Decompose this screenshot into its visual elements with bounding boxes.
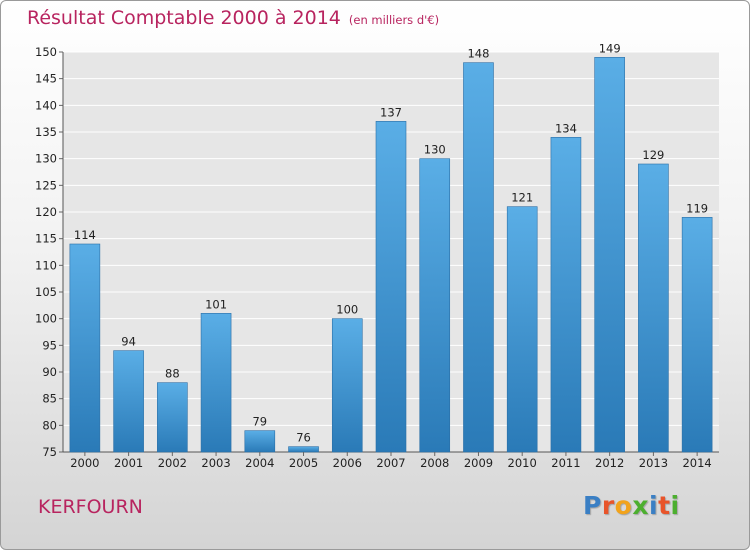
y-tick-label: 130 bbox=[35, 152, 57, 166]
bar bbox=[200, 313, 232, 453]
y-tick-label: 105 bbox=[35, 285, 57, 299]
value-label: 101 bbox=[205, 297, 227, 311]
value-label: 121 bbox=[511, 191, 533, 205]
value-label: 134 bbox=[555, 121, 577, 135]
x-tick-label: 2002 bbox=[158, 456, 187, 470]
value-label: 148 bbox=[467, 47, 489, 61]
y-tick-label: 90 bbox=[42, 365, 57, 379]
value-label: 76 bbox=[296, 431, 311, 445]
value-label: 114 bbox=[74, 228, 96, 242]
x-tick-label: 2004 bbox=[245, 456, 274, 470]
bar bbox=[419, 158, 451, 453]
y-tick-label: 115 bbox=[35, 232, 57, 246]
chart-title: Résultat Comptable 2000 à 2014 (en millie… bbox=[27, 7, 439, 29]
x-tick-label: 2003 bbox=[201, 456, 230, 470]
bar bbox=[681, 217, 713, 453]
y-tick-label: 95 bbox=[42, 338, 57, 352]
bar bbox=[550, 137, 582, 453]
y-tick-label: 80 bbox=[42, 418, 57, 432]
x-tick-label: 2013 bbox=[639, 456, 668, 470]
location-label: KERFOURN bbox=[38, 496, 143, 518]
x-tick-label: 2011 bbox=[551, 456, 580, 470]
y-tick-label: 75 bbox=[42, 445, 57, 459]
value-label: 119 bbox=[686, 201, 708, 215]
value-label: 79 bbox=[252, 415, 267, 429]
x-tick-label: 2009 bbox=[464, 456, 493, 470]
logo-letter: P bbox=[583, 491, 602, 520]
proxiti-logo: Proxiti bbox=[583, 491, 680, 520]
bar bbox=[331, 318, 363, 453]
bar bbox=[506, 206, 538, 453]
value-label: 94 bbox=[121, 335, 136, 349]
value-label: 129 bbox=[642, 148, 664, 162]
logo-letter: i bbox=[649, 491, 659, 520]
bar bbox=[113, 350, 144, 453]
bar bbox=[157, 382, 188, 453]
value-label: 137 bbox=[380, 105, 402, 119]
y-tick-label: 125 bbox=[35, 178, 57, 192]
y-tick-label: 140 bbox=[35, 98, 57, 112]
logo-letter: o bbox=[614, 491, 633, 520]
x-tick-label: 2012 bbox=[595, 456, 624, 470]
y-tick-label: 145 bbox=[35, 72, 57, 86]
logo-letter: t bbox=[658, 491, 671, 520]
chart-title-text: Résultat Comptable 2000 à 2014 bbox=[27, 7, 341, 29]
logo-letter: r bbox=[601, 491, 615, 520]
y-tick-label: 135 bbox=[35, 125, 57, 139]
bar bbox=[288, 446, 319, 453]
chart-unit: (en milliers d'€) bbox=[348, 13, 440, 27]
y-tick-label: 85 bbox=[42, 392, 57, 406]
x-tick-label: 2005 bbox=[289, 456, 318, 470]
x-tick-label: 2001 bbox=[114, 456, 143, 470]
y-tick-label: 150 bbox=[35, 45, 57, 59]
y-tick-label: 100 bbox=[35, 312, 57, 326]
bar bbox=[463, 62, 494, 453]
x-tick-label: 2010 bbox=[508, 456, 537, 470]
logo-letter: x bbox=[632, 491, 649, 520]
x-tick-label: 2014 bbox=[682, 456, 711, 470]
x-tick-label: 2000 bbox=[70, 456, 99, 470]
bar bbox=[244, 430, 276, 453]
value-label: 100 bbox=[336, 303, 358, 317]
logo-letter: i bbox=[670, 491, 680, 520]
value-label: 130 bbox=[424, 143, 446, 157]
x-tick-label: 2006 bbox=[333, 456, 362, 470]
bar bbox=[594, 57, 625, 453]
value-label: 88 bbox=[165, 367, 180, 381]
x-tick-label: 2007 bbox=[376, 456, 405, 470]
bar bbox=[69, 243, 101, 453]
value-label: 149 bbox=[599, 41, 621, 55]
y-tick-label: 110 bbox=[35, 258, 57, 272]
bar bbox=[638, 163, 669, 453]
y-tick-label: 120 bbox=[35, 205, 57, 219]
x-tick-label: 2008 bbox=[420, 456, 449, 470]
bar bbox=[375, 121, 407, 453]
